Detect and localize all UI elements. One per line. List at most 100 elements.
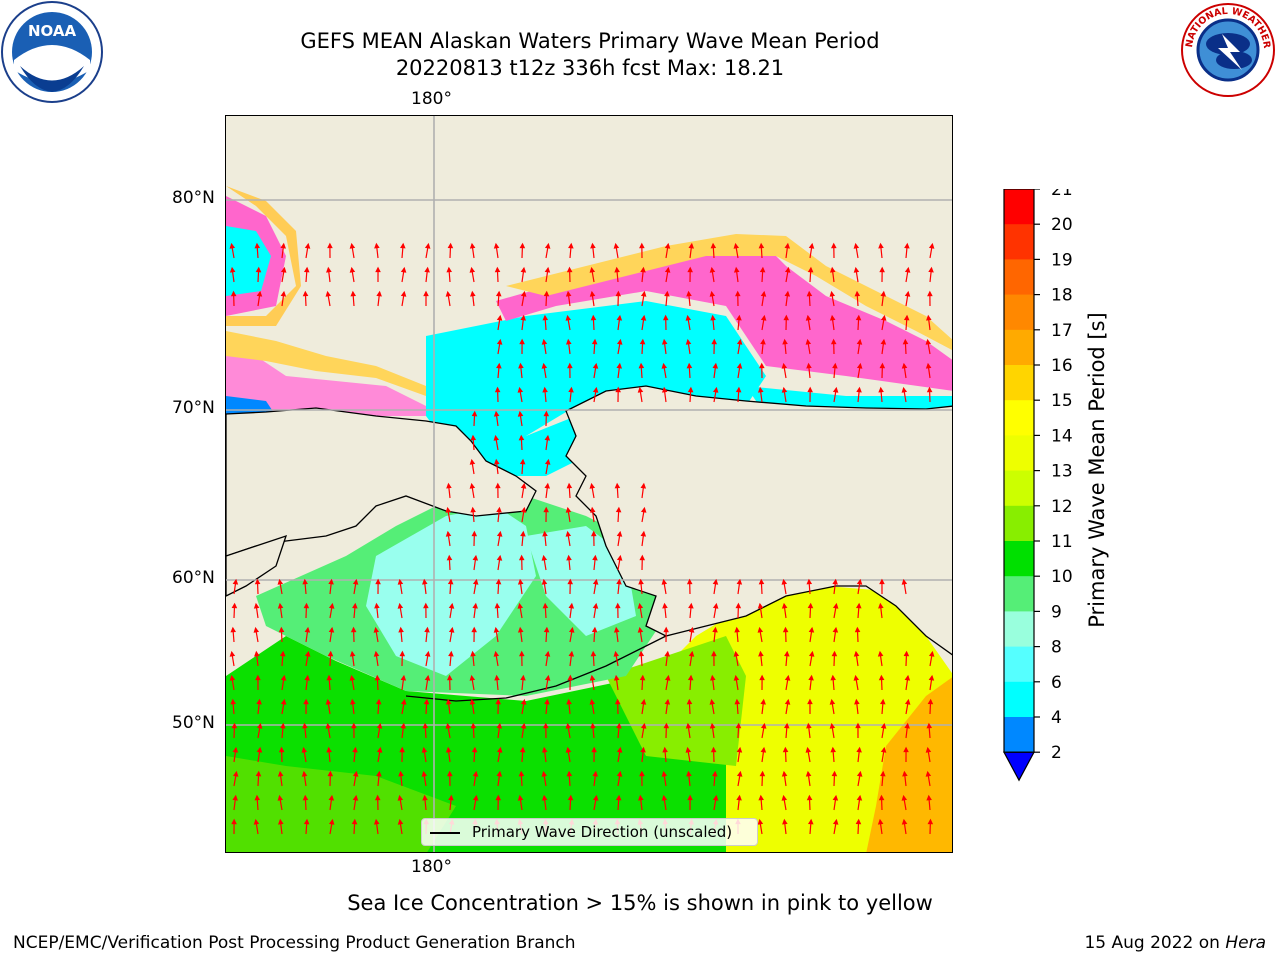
wave-arrow-head xyxy=(446,554,453,561)
wave-arrow-head xyxy=(927,698,934,705)
colorbar-tick-label: 10 xyxy=(1051,567,1073,587)
wave-arrow-head xyxy=(446,482,452,489)
wave-arrow-head xyxy=(423,602,429,609)
wave-arrow-head xyxy=(854,626,861,633)
wave-arrow-head xyxy=(854,698,860,705)
wave-arrow-head xyxy=(781,794,788,801)
sea-ice-note: Sea Ice Concentration > 15% is shown in … xyxy=(347,891,933,915)
wave-arrow-head xyxy=(520,530,526,537)
wave-arrow-head xyxy=(520,722,527,729)
wave-arrow-head xyxy=(759,770,766,777)
wave-arrow-head xyxy=(495,290,502,297)
wave-arrow-head xyxy=(565,746,572,753)
wave-arrow-head xyxy=(495,794,502,801)
wave-arrow-head xyxy=(232,578,239,585)
wave-arrow-head xyxy=(805,314,812,321)
wave-arrow-head xyxy=(541,578,548,585)
north-pacific-darkgreen-patch xyxy=(226,756,456,852)
wave-arrow-head xyxy=(638,578,644,585)
wave-arrow-head xyxy=(639,338,646,345)
wave-arrow-head xyxy=(423,290,429,297)
wave-arrow-head xyxy=(565,290,572,297)
sea-ice-edge-yellow xyxy=(506,234,952,350)
wave-arrow-head xyxy=(807,818,814,825)
wave-arrow-head xyxy=(589,506,596,513)
wave-arrow-head xyxy=(589,482,596,489)
wave-arrow-head xyxy=(519,338,525,345)
wave-arrow-head xyxy=(520,506,527,513)
colorbar-tick-label: 8 xyxy=(1051,638,1062,658)
wave-arrow-head xyxy=(685,338,692,345)
run-date: 15 Aug 2022 on Hera xyxy=(1084,933,1266,953)
wave-arrow-head xyxy=(421,746,428,753)
wave-arrow-head xyxy=(543,626,550,633)
wave-arrow-head xyxy=(688,626,695,633)
wave-arrow-head xyxy=(352,602,358,609)
wave-arrow-head xyxy=(589,290,596,297)
wave-arrow-head xyxy=(496,722,503,729)
wave-arrow-head xyxy=(928,266,934,273)
wave-arrow-head xyxy=(902,338,909,345)
wave-arrow-head xyxy=(590,650,597,657)
wave-arrow-head xyxy=(832,362,838,369)
wave-arrow-head xyxy=(470,290,476,297)
wave-arrow-head xyxy=(325,722,332,729)
wave-arrow-head xyxy=(832,578,838,585)
wave-arrow-head xyxy=(520,674,526,681)
colorbar-tick-label: 17 xyxy=(1051,321,1073,341)
wave-arrow-head xyxy=(856,794,863,801)
wave-arrow-head xyxy=(784,698,791,705)
wave-arrow-head xyxy=(229,650,236,657)
wave-arrow-head xyxy=(589,674,596,681)
wave-arrow-head xyxy=(901,362,908,369)
map-legend: Primary Wave Direction (unscaled) xyxy=(421,818,758,846)
wave-arrow-head xyxy=(424,242,431,249)
wave-arrow-head xyxy=(542,314,549,321)
land-masses xyxy=(226,385,952,702)
wave-arrow-head xyxy=(567,578,574,585)
wave-arrow-head xyxy=(735,290,741,297)
colorbar-tick-label: 21 xyxy=(1051,189,1073,200)
wave-arrow-head xyxy=(807,266,814,273)
wave-arrow-head xyxy=(830,674,836,681)
wave-arrow-head xyxy=(687,674,694,681)
wave-arrow-head xyxy=(256,722,263,729)
wave-arrow-head xyxy=(880,338,887,345)
wave-arrow-head xyxy=(568,626,575,633)
wave-arrow-head xyxy=(901,578,908,585)
wave-arrow-head xyxy=(592,362,599,369)
wave-arrow-head xyxy=(807,602,814,609)
wave-arrow-head xyxy=(733,674,740,681)
wave-arrow-head xyxy=(856,338,863,345)
wave-arrow-head xyxy=(518,554,525,561)
wave-arrow-head xyxy=(232,746,239,753)
wave-arrow-head xyxy=(925,746,932,753)
wave-arrow-head xyxy=(542,386,548,393)
wave-arrow-head xyxy=(736,362,743,369)
wave-arrow-head xyxy=(254,578,261,585)
colorbar-tick-label: 19 xyxy=(1051,250,1073,270)
wave-arrow-head xyxy=(400,242,406,249)
wave-arrow-head xyxy=(758,650,764,657)
wave-arrow-head xyxy=(616,722,622,729)
wave-arrow-head xyxy=(301,746,308,753)
wave-arrow-head xyxy=(829,290,836,297)
wave-arrow-head xyxy=(325,698,332,705)
gulf-of-alaska-lime-zone xyxy=(606,636,746,766)
wave-arrow-head xyxy=(376,290,382,297)
wave-arrow-head xyxy=(808,626,815,633)
wave-arrow-head xyxy=(904,290,911,297)
wave-arrow-head xyxy=(568,602,575,609)
wave-arrow-head xyxy=(640,290,647,297)
wave-arrow-head xyxy=(471,626,477,633)
wave-arrow-head xyxy=(327,650,334,657)
colorbar-tick-label: 15 xyxy=(1051,391,1073,411)
wave-arrow-head xyxy=(639,674,646,681)
colorbar-swatch xyxy=(1004,294,1034,331)
west-ice-band xyxy=(226,346,426,416)
wave-arrow-head xyxy=(472,794,479,801)
wave-arrow-head xyxy=(590,314,597,321)
wave-arrow-head xyxy=(589,266,596,273)
wave-arrow-head xyxy=(615,794,622,801)
wave-arrow-head xyxy=(352,794,359,801)
